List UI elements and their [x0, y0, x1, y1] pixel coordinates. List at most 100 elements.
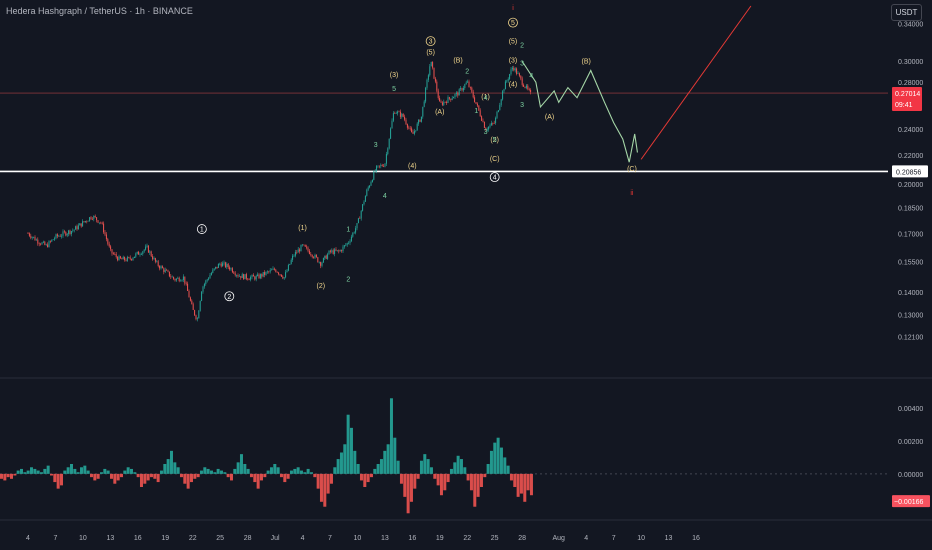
oscillator-bar — [289, 470, 293, 474]
oscillator-bar — [136, 473, 140, 478]
oscillator-bar — [336, 459, 340, 474]
candle-body — [159, 266, 161, 269]
candle-body — [230, 268, 232, 270]
oscillator-bar — [436, 473, 440, 486]
oscillator-bar — [423, 454, 427, 474]
candle-body — [257, 274, 259, 277]
candle-body — [392, 113, 394, 121]
candle-body — [173, 276, 175, 279]
time-tick-label: 4 — [584, 535, 588, 542]
oscillator-bar — [366, 473, 370, 483]
oscillator-tick-label: 0.00200 — [898, 439, 923, 446]
candle-body — [461, 88, 463, 91]
currency-button[interactable]: USDT — [891, 4, 922, 21]
candle-body — [381, 165, 383, 167]
candle-body — [56, 234, 58, 237]
candle-body — [107, 239, 109, 244]
candle-body — [61, 235, 63, 237]
candle-body — [69, 230, 71, 234]
candle-body — [342, 246, 344, 252]
candle-body — [411, 128, 413, 133]
candle-body — [268, 271, 270, 273]
candle-body — [468, 81, 470, 88]
candle-body — [287, 264, 289, 271]
candle-body — [334, 249, 336, 254]
oscillator-bar — [313, 473, 317, 478]
oscillator-bar — [309, 472, 313, 474]
candle-body — [278, 272, 280, 275]
candle-body — [404, 116, 406, 120]
oscillator-pane: −0.00166 — [0, 398, 930, 514]
candle-body — [465, 82, 467, 85]
oscillator-bar — [469, 473, 473, 491]
candle-body — [133, 256, 135, 259]
oscillator-bar — [306, 468, 310, 474]
candle-body — [329, 250, 331, 252]
candle-body — [152, 256, 154, 260]
oscillator-bar — [189, 473, 193, 483]
countdown-label: 09:41 — [895, 102, 913, 109]
candle-body — [474, 97, 476, 103]
candle-body — [31, 237, 33, 238]
candle-body — [503, 89, 505, 92]
candle-body — [388, 138, 390, 149]
oscillator-bar — [129, 468, 133, 474]
oscillator-bar — [496, 437, 500, 474]
candle-body — [307, 247, 309, 251]
candle-body — [276, 271, 278, 273]
time-tick-label: 16 — [692, 535, 700, 542]
candle-body — [279, 274, 281, 275]
candle-body — [150, 251, 152, 257]
wave-label: 4 — [493, 175, 497, 182]
candle-body — [244, 274, 246, 280]
oscillator-bar — [396, 460, 400, 474]
time-axis[interactable]: 4 7 10 13 16 19 22 25 28 Jul 4 7 10 13 16 19 22 25 28 Aug 4 7… — [26, 535, 700, 542]
candle-body — [231, 268, 233, 273]
price-axis[interactable]: 0.34000 0.30000 0.28000 0.24000 0.22000 0.200… — [898, 21, 923, 479]
candle-body — [283, 277, 285, 279]
candle-body — [54, 238, 56, 240]
candle-body — [164, 269, 166, 272]
time-tick-label: 28 — [518, 535, 526, 542]
candle-body — [502, 91, 504, 100]
wave-label: 4 — [383, 193, 387, 200]
candle-body — [262, 272, 264, 277]
candle-body — [441, 102, 443, 105]
last-price-label: 0.27014 — [895, 91, 920, 98]
candle-body — [115, 254, 117, 257]
candle-body — [282, 276, 284, 279]
candle-body — [374, 170, 376, 172]
oscillator-bar — [179, 473, 183, 478]
candle-body — [318, 262, 320, 263]
candle-body — [142, 251, 144, 254]
oscillator-bar — [86, 470, 90, 474]
wave-label: 3 — [374, 142, 378, 149]
candle-body — [398, 111, 400, 113]
candle-body — [126, 257, 128, 261]
candle-body — [514, 68, 516, 71]
oscillator-bar — [393, 437, 397, 474]
oscillator-bar — [113, 473, 117, 484]
candle-body — [35, 239, 37, 241]
candle-body — [510, 69, 512, 75]
oscillator-bar — [529, 473, 533, 496]
candle-body — [328, 250, 330, 255]
candle-body — [189, 297, 191, 301]
candle-body — [383, 166, 385, 167]
candle-body — [387, 148, 389, 155]
candle-body — [436, 81, 438, 91]
candle-body — [272, 268, 274, 270]
candle-body — [462, 88, 464, 91]
oscillator-bar — [296, 467, 300, 474]
candle-body — [506, 80, 508, 82]
wave-label: (A) — [435, 109, 444, 116]
time-tick-label: 10 — [354, 535, 362, 542]
oscillator-bar — [39, 472, 43, 474]
time-tick-label: 22 — [189, 535, 197, 542]
time-tick-label: 7 — [53, 535, 57, 542]
candle-body — [285, 272, 287, 278]
candle-body — [464, 84, 466, 89]
oscillator-bar — [196, 473, 200, 478]
